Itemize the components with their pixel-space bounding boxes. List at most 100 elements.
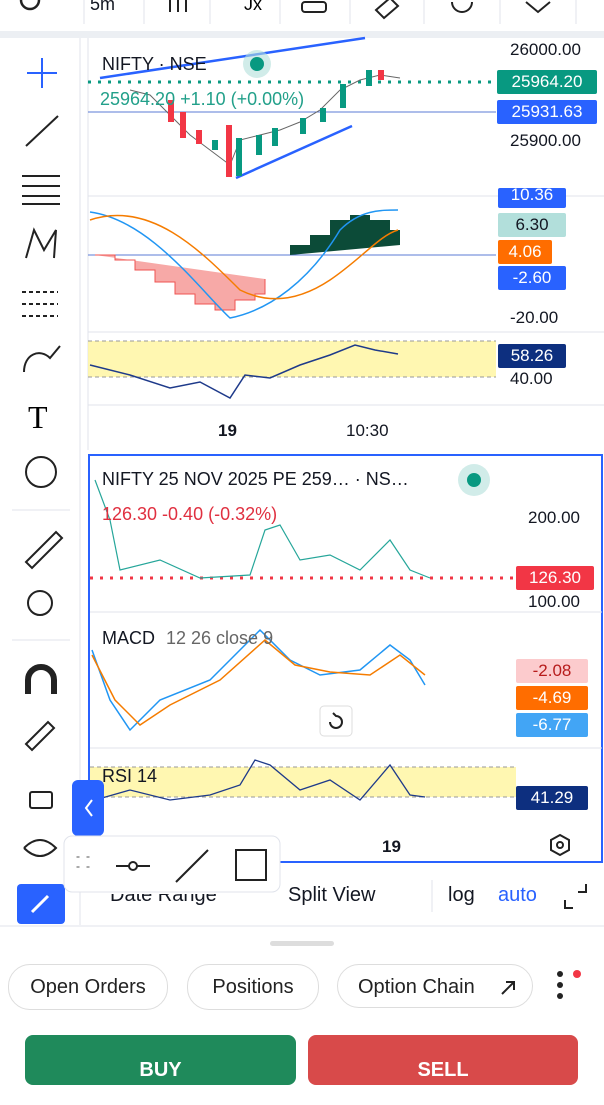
draw-icon[interactable] xyxy=(374,0,400,20)
rsi-title: RSI 14 xyxy=(102,766,158,786)
macd-label: -4.69 xyxy=(516,686,588,710)
rsi-axis-label: 40.00 xyxy=(510,369,553,388)
rsi-label: 41.29 xyxy=(516,786,588,810)
rsi-line xyxy=(94,759,426,801)
buy-button[interactable]: BUY xyxy=(25,1035,296,1085)
macd-params: 12 26 close 9 xyxy=(166,628,274,648)
rsi-band xyxy=(90,767,516,797)
text-tool[interactable]: T xyxy=(28,399,48,435)
last-price-label: 25964.20 xyxy=(497,70,597,94)
macd-line xyxy=(89,209,399,319)
replay-icon[interactable] xyxy=(451,1,473,13)
hline-tool xyxy=(128,861,138,871)
visibility-tool[interactable] xyxy=(23,839,58,857)
candle-icon[interactable] xyxy=(169,0,187,12)
alert-icon[interactable] xyxy=(525,1,551,14)
rsi-band-border xyxy=(90,766,516,798)
trendline-tool[interactable] xyxy=(175,849,209,883)
price-axis-label: 200.00 xyxy=(528,508,580,527)
macd-axis-label: -20.00 xyxy=(510,308,559,327)
crosshair-label: 25931.63 xyxy=(497,100,597,124)
fullscreen-icon[interactable] xyxy=(564,884,587,909)
brush-tool[interactable] xyxy=(23,345,61,373)
macd-histogram-pos xyxy=(290,215,400,255)
date-range-button[interactable]: Date Range xyxy=(110,884,217,906)
macd-label: 4.06 xyxy=(498,240,552,264)
macd-histogram-neg xyxy=(95,254,266,311)
search-icon[interactable] xyxy=(19,0,41,11)
notification-dot xyxy=(573,970,581,978)
chart-graphics: Jx T xyxy=(0,0,604,999)
pattern-tool[interactable] xyxy=(25,227,57,259)
macd-line xyxy=(91,628,426,732)
option-price xyxy=(94,479,431,579)
collapse-tab[interactable] xyxy=(72,780,104,836)
symbol-title[interactable]: NIFTY 25 NOV 2025 PE 259… · NS… xyxy=(102,469,409,489)
channel-lines xyxy=(99,36,366,180)
time-axis-label: 19 xyxy=(382,837,401,856)
more-menu[interactable] xyxy=(557,971,563,977)
magnet-tool[interactable] xyxy=(25,664,57,694)
tab[interactable]: Open Orders xyxy=(8,964,168,1010)
rectangle-tool[interactable] xyxy=(235,849,267,881)
signal-line xyxy=(91,639,426,726)
toolbar-divider xyxy=(0,31,604,38)
anchor-point xyxy=(250,57,264,71)
zoom-tool[interactable] xyxy=(27,590,53,616)
layout-icon[interactable] xyxy=(301,1,327,13)
fib-tool[interactable] xyxy=(22,175,60,205)
rsi-label: 58.26 xyxy=(498,344,566,368)
log-toggle[interactable]: log xyxy=(448,884,475,906)
last-price-label: 126.30 xyxy=(516,566,594,590)
tab[interactable]: Option Chain xyxy=(337,964,533,1008)
macd-label: -2.08 xyxy=(516,659,588,683)
ruler-tool[interactable] xyxy=(24,530,64,570)
selected-chart-border xyxy=(88,454,603,863)
live-indicator xyxy=(467,473,481,487)
time-axis-label: 10:30 xyxy=(346,421,389,440)
collapse-icon xyxy=(84,799,93,817)
more-menu xyxy=(557,993,563,999)
macd-label: -2.60 xyxy=(498,266,566,290)
candles xyxy=(168,70,384,177)
rsi-band-border xyxy=(88,340,496,378)
price-axis-label: 100.00 xyxy=(528,592,580,611)
drawing-toolbar xyxy=(63,835,281,893)
tab[interactable]: Positions xyxy=(187,964,319,1010)
sheet-handle[interactable] xyxy=(270,941,334,946)
forecast-tool[interactable] xyxy=(22,291,58,317)
sell-button[interactable]: SELL xyxy=(308,1035,578,1085)
signal-line xyxy=(89,214,399,300)
time-axis-label: 19 xyxy=(218,421,237,440)
more-menu xyxy=(557,982,563,988)
split-view-button[interactable]: Split View xyxy=(288,884,376,906)
macd-label: -6.77 xyxy=(516,713,588,737)
macd-label: 10.36 xyxy=(498,188,566,208)
toolbar-separator xyxy=(83,0,577,24)
indicator-icon[interactable]: Jx xyxy=(244,0,262,14)
lock-tool[interactable] xyxy=(29,791,53,809)
price-axis-label: 26000.00 xyxy=(510,40,581,59)
rsi-band xyxy=(88,341,496,377)
macd-title: MACD xyxy=(102,628,155,648)
rsi-line xyxy=(89,344,399,399)
interval[interactable]: 5m xyxy=(90,0,116,14)
crosshair-tool[interactable] xyxy=(27,58,57,88)
quote: 25964.20 +1.10 (+0.00%) xyxy=(100,89,305,109)
auto-toggle[interactable]: auto xyxy=(498,884,537,906)
symbol-title[interactable]: NIFTY · NSE xyxy=(102,54,207,74)
settings-icon[interactable] xyxy=(550,833,570,857)
drag-handle[interactable] xyxy=(76,856,90,868)
macd-label: 6.30 xyxy=(498,213,566,237)
link-icon xyxy=(30,894,50,914)
icon-tool[interactable] xyxy=(25,456,57,488)
reset-button[interactable] xyxy=(319,705,353,737)
lock-draw-tool[interactable] xyxy=(24,720,56,752)
price-axis-label: 25900.00 xyxy=(510,131,581,150)
quote: 126.30 -0.40 (-0.32%) xyxy=(102,504,278,524)
reset-icon xyxy=(329,712,343,729)
settings-icon xyxy=(556,841,564,849)
trendline-tool[interactable] xyxy=(25,115,59,147)
